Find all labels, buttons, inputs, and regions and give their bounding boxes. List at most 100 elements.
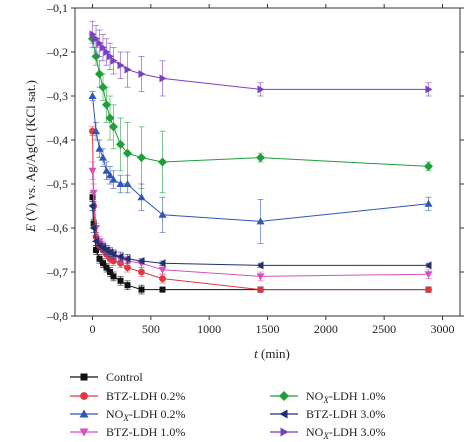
data-point — [89, 189, 98, 197]
x-tick-label: 2000 — [314, 322, 338, 336]
data-point — [256, 261, 264, 270]
data-point — [93, 34, 100, 43]
data-point — [100, 260, 106, 267]
data-point — [424, 261, 432, 270]
data-point — [124, 65, 132, 74]
legend-item: BTZ-LDH 3.0% — [270, 407, 385, 421]
data-point — [100, 43, 107, 52]
x-tick-label: 1000 — [197, 322, 221, 336]
data-point — [93, 247, 99, 253]
data-point — [79, 428, 89, 437]
y-tick-label: –0,8 — [46, 309, 68, 323]
data-point — [124, 264, 131, 271]
data-point — [107, 269, 113, 275]
data-point — [256, 153, 265, 163]
series-line — [92, 38, 429, 167]
plot-border — [74, 7, 461, 317]
data-point — [425, 85, 433, 94]
y-tick-label: –0,5 — [46, 177, 68, 191]
series-4 — [88, 34, 433, 194]
y-tick-label: –0,1 — [46, 1, 68, 15]
data-point — [96, 255, 103, 262]
data-point — [96, 39, 104, 48]
data-point — [158, 157, 167, 167]
data-point — [92, 237, 99, 246]
data-point — [124, 282, 131, 289]
data-point — [257, 85, 265, 94]
data-point — [91, 51, 101, 61]
legend-item: Control — [70, 370, 143, 384]
data-point — [102, 166, 111, 174]
data-point — [92, 127, 100, 135]
y-tick-label: –0,6 — [46, 221, 68, 235]
data-point — [95, 144, 104, 152]
legend-item: NOX-LDH 3.0% — [270, 425, 386, 441]
data-point — [137, 193, 146, 201]
data-point — [79, 409, 89, 418]
data-point — [80, 392, 88, 400]
legend-label: NOX-LDH 3.0% — [306, 425, 386, 441]
data-point — [138, 268, 145, 276]
data-point — [158, 259, 166, 268]
legend-item: BTZ-LDH 1.0% — [70, 425, 185, 439]
data-point — [158, 210, 167, 218]
data-point — [88, 167, 97, 175]
data-point — [159, 286, 166, 293]
legend: Control BTZ-LDH 0.2% NOX-LDH 0.2% BTZ-LDH 1… — [70, 370, 386, 441]
data-point — [279, 391, 289, 401]
legend-item: BTZ-LDH 0.2% — [70, 389, 185, 403]
data-point — [110, 257, 117, 265]
data-point — [109, 250, 117, 259]
y-tick-label: –0,3 — [46, 89, 68, 103]
data-point — [116, 139, 125, 149]
data-point — [117, 61, 125, 70]
data-point — [424, 199, 433, 207]
data-point — [88, 92, 97, 99]
data-point — [116, 180, 125, 187]
data-point — [159, 74, 167, 83]
data-point — [103, 264, 110, 271]
data-point — [123, 254, 131, 263]
data-point — [89, 30, 97, 39]
series-line — [92, 34, 429, 90]
y-axis-label: E (V) vs. Ag/AgCl (KCl sat.) — [23, 80, 38, 233]
legend-label: NOX-LDH 1.0% — [306, 389, 386, 405]
data-point — [257, 286, 264, 293]
legend-item: NOX-LDH 0.2% — [70, 407, 186, 423]
data-point — [102, 100, 111, 110]
data-point — [110, 56, 118, 65]
data-point — [89, 224, 97, 232]
y-tick-label: –0,7 — [46, 265, 68, 279]
data-point — [138, 70, 146, 78]
data-point — [109, 175, 118, 183]
y-tick-label: –0,4 — [46, 133, 68, 147]
data-point — [424, 271, 433, 279]
data-point — [137, 153, 146, 163]
data-point — [88, 202, 96, 210]
x-axis-label: t (min) — [254, 346, 290, 361]
x-tick-label: 1500 — [256, 322, 280, 336]
data-point — [107, 52, 114, 61]
data-point — [116, 252, 124, 261]
series-5 — [88, 201, 432, 270]
legend-label: BTZ-LDH 3.0% — [306, 407, 385, 421]
data-point — [425, 286, 432, 293]
x-tick-label: 2500 — [372, 322, 396, 336]
y-tick-label: –0,2 — [46, 45, 68, 59]
x-tick-label: 500 — [142, 322, 160, 336]
legend-label: NOX-LDH 0.2% — [106, 407, 186, 423]
series-6 — [89, 20, 433, 97]
legend-item: NOX-LDH 1.0% — [270, 389, 386, 405]
data-point — [99, 153, 107, 161]
y-axis: –0,1 –0,2 –0,3 –0,4 –0,5 –0,6 –0,7 –0,8 — [46, 1, 464, 323]
plot-frame — [74, 7, 461, 317]
x-axis: 0 500 1000 1500 2000 2500 3000 — [90, 4, 455, 336]
data-point — [109, 122, 118, 132]
data-point — [256, 273, 265, 281]
data-point — [105, 113, 115, 123]
series-layer — [88, 20, 433, 295]
series-2 — [88, 91, 433, 244]
data-point — [424, 161, 433, 171]
data-point — [123, 148, 132, 158]
